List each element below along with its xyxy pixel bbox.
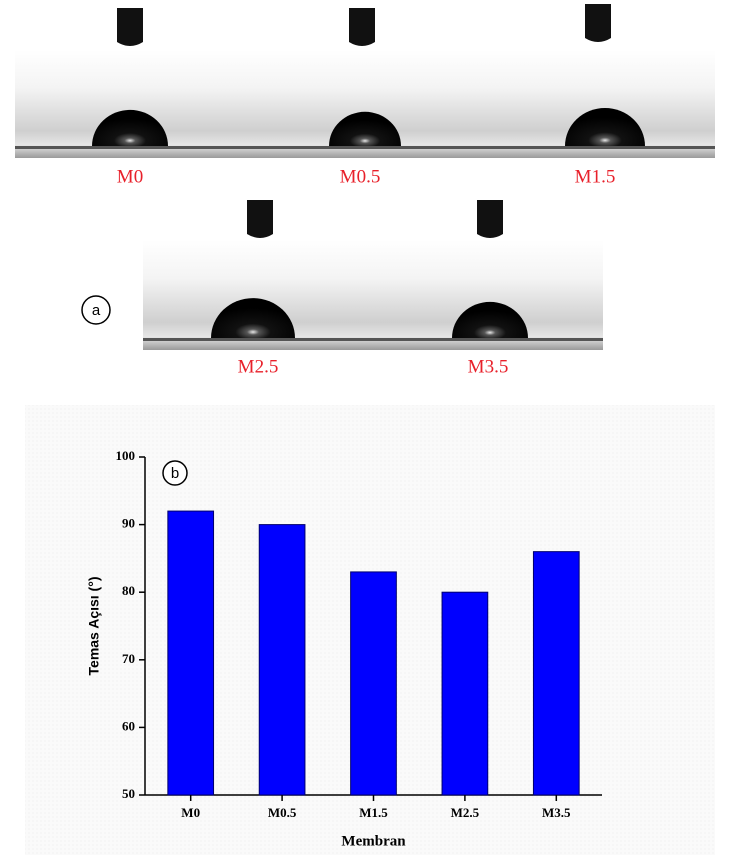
photo-label: M0.5 bbox=[340, 166, 381, 187]
figure: M0 M0.5 M1.5 M2.5 M3.5 a 50 60 70 80 90 100 M0 M0.5… bbox=[0, 0, 730, 855]
x-tick-label: M1.5 bbox=[359, 805, 388, 820]
y-tick-label: 100 bbox=[116, 448, 136, 463]
photo-label: M0 bbox=[117, 166, 143, 187]
substrate bbox=[475, 146, 715, 149]
x-tick-label: M0.5 bbox=[268, 805, 297, 820]
photo-panel: M0 M0.5 M1.5 M2.5 M3.5 bbox=[15, 4, 715, 377]
photo-label: M2.5 bbox=[238, 356, 279, 377]
x-tick-label: M0 bbox=[181, 805, 200, 820]
y-axis-title: Temas Açısı (°) bbox=[86, 577, 102, 676]
substrate bbox=[373, 338, 603, 341]
y-tick-label: 80 bbox=[122, 583, 135, 598]
needle bbox=[477, 200, 503, 238]
substrate bbox=[143, 338, 373, 341]
bar bbox=[351, 572, 397, 795]
y-tick-label: 90 bbox=[122, 516, 135, 531]
panel-label: a bbox=[92, 302, 101, 319]
x-tick-label: M2.5 bbox=[451, 805, 480, 820]
needle bbox=[247, 200, 273, 238]
bar bbox=[259, 525, 305, 795]
y-tick-label: 60 bbox=[122, 718, 135, 733]
x-tick-label: M3.5 bbox=[542, 805, 571, 820]
x-axis-title: Membran bbox=[341, 833, 406, 849]
photo-label: M3.5 bbox=[468, 356, 509, 377]
y-tick-label: 50 bbox=[122, 786, 135, 801]
substrate bbox=[245, 146, 475, 149]
bar bbox=[442, 592, 488, 795]
bar bbox=[168, 511, 214, 795]
needle bbox=[349, 8, 375, 46]
bar bbox=[533, 552, 579, 795]
panel-label: b bbox=[171, 465, 179, 482]
substrate bbox=[15, 146, 245, 149]
needle bbox=[117, 8, 143, 46]
photo-label: M1.5 bbox=[575, 166, 616, 187]
needle bbox=[585, 4, 611, 42]
y-tick-label: 70 bbox=[122, 651, 135, 666]
